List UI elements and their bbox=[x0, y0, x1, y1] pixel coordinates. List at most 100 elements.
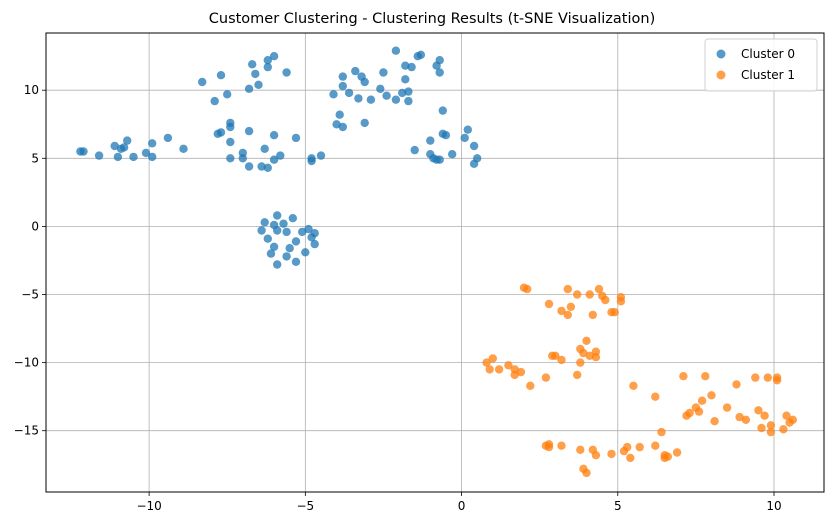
data-point-cluster-0 bbox=[257, 226, 266, 235]
data-point-cluster-0 bbox=[304, 224, 313, 234]
data-point-cluster-1 bbox=[579, 348, 588, 358]
data-point-cluster-0 bbox=[226, 122, 235, 132]
data-point-cluster-0 bbox=[344, 88, 354, 98]
data-point-cluster-1 bbox=[635, 442, 644, 452]
data-point-cluster-0 bbox=[266, 249, 276, 258]
data-point-cluster-0 bbox=[351, 66, 360, 76]
data-point-cluster-1 bbox=[685, 408, 694, 418]
data-point-cluster-0 bbox=[263, 234, 272, 243]
data-point-cluster-1 bbox=[576, 358, 585, 367]
data-point-cluster-1 bbox=[623, 442, 632, 452]
data-point-cluster-1 bbox=[488, 354, 497, 363]
data-point-cluster-0 bbox=[335, 110, 344, 119]
data-point-cluster-0 bbox=[469, 159, 479, 168]
data-point-cluster-0 bbox=[279, 219, 288, 228]
data-point-cluster-0 bbox=[238, 154, 247, 163]
data-point-cluster-0 bbox=[226, 154, 235, 163]
data-point-cluster-0 bbox=[269, 242, 279, 251]
data-point-cluster-0 bbox=[260, 218, 269, 227]
data-point-cluster-1 bbox=[766, 427, 776, 437]
data-point-cluster-1 bbox=[563, 310, 572, 320]
data-point-cluster-1 bbox=[526, 381, 535, 390]
data-point-cluster-0 bbox=[376, 84, 385, 94]
x-tick-label: −10 bbox=[136, 499, 161, 513]
data-point-cluster-1 bbox=[557, 306, 566, 316]
y-tick-label: −10 bbox=[14, 356, 39, 370]
data-point-cluster-0 bbox=[282, 252, 291, 261]
data-point-cluster-1 bbox=[585, 290, 594, 299]
data-point-cluster-0 bbox=[407, 62, 416, 72]
data-point-cluster-0 bbox=[338, 81, 347, 91]
data-point-cluster-0 bbox=[269, 52, 279, 61]
data-point-cluster-1 bbox=[494, 365, 504, 374]
data-point-cluster-0 bbox=[291, 237, 301, 246]
data-point-cluster-1 bbox=[557, 355, 566, 365]
data-point-cluster-1 bbox=[757, 423, 766, 433]
data-point-cluster-1 bbox=[707, 391, 716, 400]
data-point-cluster-0 bbox=[382, 91, 391, 100]
legend-label: Cluster 0 bbox=[741, 47, 795, 61]
data-point-cluster-1 bbox=[766, 421, 776, 430]
data-point-cluster-0 bbox=[254, 80, 263, 90]
data-point-cluster-0 bbox=[223, 90, 232, 99]
grid bbox=[46, 33, 824, 492]
data-point-cluster-1 bbox=[544, 440, 554, 449]
data-point-cluster-1 bbox=[782, 411, 791, 420]
data-point-cluster-1 bbox=[523, 284, 532, 294]
data-point-cluster-1 bbox=[663, 452, 672, 461]
chart-title: Customer Clustering - Clustering Results… bbox=[209, 11, 655, 27]
data-point-cluster-0 bbox=[354, 94, 363, 103]
data-point-cluster-0 bbox=[291, 133, 301, 143]
data-point-cluster-0 bbox=[460, 133, 469, 143]
y-tick-label: −15 bbox=[14, 424, 39, 438]
data-point-cluster-1 bbox=[541, 373, 551, 382]
data-point-cluster-1 bbox=[573, 370, 582, 380]
legend-label: Cluster 1 bbox=[741, 68, 795, 82]
legend-marker bbox=[716, 49, 726, 59]
data-point-cluster-1 bbox=[504, 361, 513, 370]
data-point-cluster-0 bbox=[426, 136, 435, 145]
data-point-cluster-0 bbox=[148, 139, 157, 148]
data-point-cluster-0 bbox=[435, 56, 444, 65]
data-point-cluster-0 bbox=[288, 214, 297, 223]
data-point-cluster-0 bbox=[435, 155, 444, 164]
data-point-cluster-0 bbox=[401, 61, 410, 70]
data-point-cluster-0 bbox=[310, 239, 319, 249]
data-point-cluster-0 bbox=[469, 141, 479, 151]
data-point-cluster-0 bbox=[463, 125, 472, 134]
data-point-cluster-0 bbox=[448, 150, 457, 159]
y-tick-label: 0 bbox=[31, 219, 39, 233]
y-tick-label: 10 bbox=[24, 83, 39, 97]
data-point-cluster-0 bbox=[366, 95, 376, 104]
data-point-cluster-0 bbox=[79, 147, 88, 156]
y-tick-label: −5 bbox=[21, 288, 39, 302]
data-point-cluster-1 bbox=[697, 396, 707, 405]
data-point-cluster-0 bbox=[273, 211, 282, 220]
data-point-cluster-1 bbox=[516, 367, 526, 377]
data-point-cluster-1 bbox=[760, 411, 769, 420]
data-point-cluster-0 bbox=[94, 151, 104, 160]
data-point-cluster-1 bbox=[679, 372, 688, 381]
data-point-cluster-1 bbox=[557, 441, 566, 450]
data-point-cluster-0 bbox=[273, 226, 282, 235]
data-point-cluster-0 bbox=[301, 248, 310, 257]
data-point-cluster-0 bbox=[263, 62, 272, 72]
data-point-cluster-1 bbox=[763, 373, 772, 382]
data-point-cluster-0 bbox=[210, 96, 219, 106]
data-point-cluster-1 bbox=[788, 415, 797, 424]
data-point-cluster-1 bbox=[576, 445, 585, 454]
data-point-cluster-0 bbox=[251, 69, 260, 79]
data-point-cluster-1 bbox=[754, 406, 763, 415]
data-point-cluster-0 bbox=[401, 75, 410, 84]
data-point-cluster-0 bbox=[216, 128, 226, 137]
data-point-cluster-0 bbox=[316, 151, 326, 160]
data-points bbox=[76, 46, 797, 478]
data-point-cluster-0 bbox=[329, 90, 338, 99]
data-point-cluster-1 bbox=[732, 380, 741, 389]
data-point-cluster-0 bbox=[391, 95, 401, 104]
data-point-cluster-0 bbox=[216, 71, 226, 80]
data-point-cluster-1 bbox=[594, 284, 604, 294]
data-point-cluster-1 bbox=[701, 372, 710, 381]
data-point-cluster-1 bbox=[779, 425, 788, 434]
